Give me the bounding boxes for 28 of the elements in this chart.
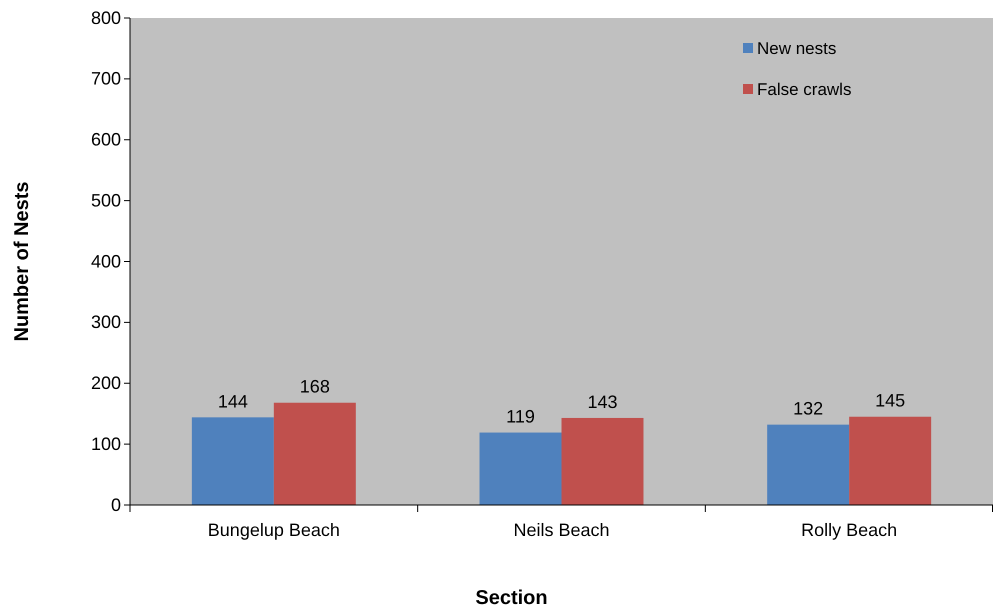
bar: [274, 402, 356, 505]
data-label: 168: [300, 376, 330, 397]
x-tick-label: Bungelup Beach: [208, 520, 340, 540]
y-tick-label: 400: [90, 251, 121, 272]
x-axis-title: Section: [475, 587, 548, 609]
y-tick-label: 200: [90, 373, 121, 394]
data-label: 143: [587, 392, 618, 412]
y-tick-label: 100: [90, 434, 121, 454]
data-label: 132: [793, 398, 824, 419]
y-tick-label: 500: [90, 190, 121, 210]
y-tick-label: 300: [90, 312, 121, 332]
bar: [192, 417, 274, 505]
data-label: 119: [506, 406, 535, 427]
bar: [480, 432, 562, 505]
legend-label: New nests: [757, 39, 836, 58]
bar: [562, 418, 644, 505]
x-tick-label: Neils Beach: [513, 520, 610, 540]
y-tick-label: 700: [90, 68, 121, 89]
data-label: 145: [875, 390, 906, 411]
legend-label: False crawls: [757, 80, 852, 99]
y-tick-label: 0: [110, 494, 121, 515]
x-tick-label: Rolly Beach: [801, 520, 898, 540]
y-tick-label: 800: [90, 8, 121, 28]
bar: [767, 424, 850, 505]
bar: [849, 416, 932, 505]
data-label: 144: [218, 391, 248, 412]
y-tick-label: 600: [90, 130, 121, 150]
y-axis-title: Number of Nests: [11, 181, 33, 342]
